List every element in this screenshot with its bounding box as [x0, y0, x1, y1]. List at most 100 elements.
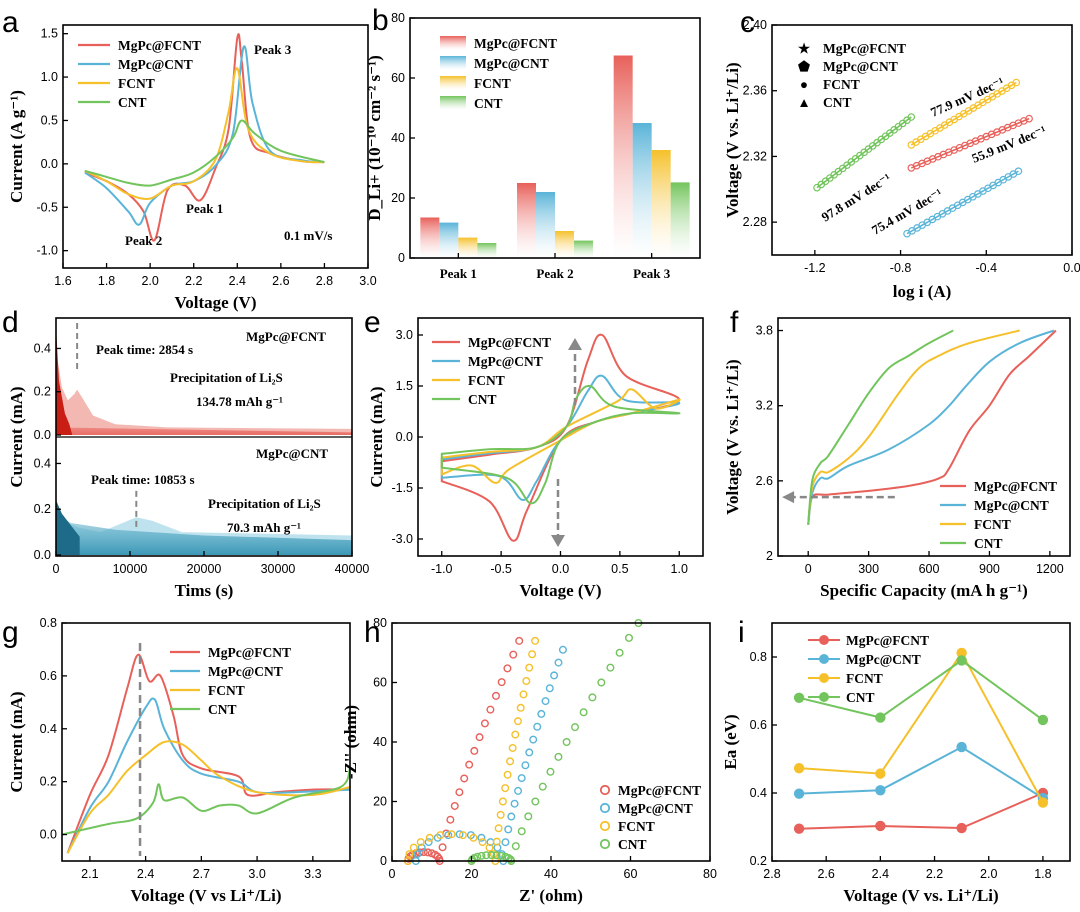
eis-point-FCNT — [416, 838, 425, 847]
x-axis-title: Voltage (V vs Li⁺/Li) — [130, 886, 281, 905]
y-tick-label: -0.5 — [36, 200, 58, 214]
panel-label: a — [2, 6, 19, 39]
bar-CNT-Peak 1 — [477, 243, 497, 258]
y-axis-title: Voltage (V vs. Li⁺/Li) — [723, 359, 742, 514]
baseline-area-top — [56, 427, 352, 435]
x-tick-label: Peak 1 — [440, 266, 477, 281]
x-tick-label: 600 — [919, 562, 940, 576]
bar-MgPc@CNT-Peak 1 — [439, 222, 459, 258]
eis-point-FCNT — [469, 833, 478, 842]
charge-curve-CNT — [807, 329, 954, 525]
x-tick-label: 0.5 — [611, 562, 628, 576]
legend-entry: MgPc@CNT — [118, 57, 193, 72]
eis-point-MgPc@FCNT — [460, 774, 469, 783]
legend-swatch — [440, 36, 466, 50]
eis-point-CNT — [517, 827, 526, 836]
x-tick-label: 0.0 — [1063, 261, 1080, 275]
eis-point-FCNT — [436, 831, 445, 840]
plot-frame — [391, 622, 711, 862]
y-tick-label: 1.0 — [41, 70, 58, 84]
legend-entry: MgPc@FCNT — [974, 479, 1057, 494]
eis-point-MgPc@CNT — [521, 761, 530, 770]
eis-point-CNT — [477, 851, 486, 860]
eis-point-MgPc@CNT — [455, 830, 464, 839]
legend-entry: MgPc@CNT — [468, 354, 543, 369]
lsv-curve-CNT — [61, 767, 351, 836]
y-tick-label: 0.2 — [750, 854, 767, 868]
eis-point-CNT — [497, 851, 506, 860]
y-tick-label: 3.8 — [756, 324, 773, 338]
plot-frame — [62, 24, 369, 269]
x-tick-label: 3.0 — [248, 867, 265, 881]
legend-marker — [819, 635, 829, 645]
ea-point-MgPc@CNT — [793, 788, 805, 799]
x-axis-title: Voltage (V) — [175, 293, 257, 312]
bar-MgPc@FCNT-Peak 2 — [517, 183, 536, 258]
ea-point-MgPc@FCNT — [956, 822, 967, 834]
bar-FCNT-Peak 1 — [458, 237, 478, 258]
legend-entry: FCNT — [474, 76, 511, 91]
y-tick-label: 0.4 — [750, 786, 767, 800]
legend-entry: MgPc@CNT — [823, 59, 898, 74]
y-tick-label: 0.6 — [750, 718, 767, 732]
legend-entry: FCNT — [618, 819, 655, 834]
eis-point-MgPc@CNT — [507, 812, 516, 821]
eis-point-MgPc@CNT — [514, 786, 523, 795]
x-tick-label: 2.0 — [980, 867, 997, 881]
x-tick-label: -0.5 — [490, 562, 512, 576]
eis-point-MgPc@CNT — [525, 748, 534, 757]
cv-curve-FCNT — [440, 388, 681, 484]
lsv-curve-MgPc@CNT — [66, 697, 351, 854]
x-axis-title: log i (A) — [893, 282, 952, 301]
eis-point-CNT — [606, 663, 615, 672]
lsv-curve-FCNT — [66, 740, 351, 854]
x-tick-label: 2.1 — [81, 867, 98, 881]
eis-point-MgPc@CNT — [533, 722, 542, 731]
legend-marker — [819, 654, 829, 664]
y-tick-label: -3.0 — [391, 532, 413, 546]
eis-point-MgPc@CNT — [417, 843, 426, 852]
eis-point-MgPc@FCNT — [455, 788, 464, 797]
panel-label: e — [364, 306, 381, 339]
x-tick-label: 2.4 — [229, 274, 246, 288]
legend-entry: MgPc@FCNT — [208, 645, 291, 660]
eis-point-CNT — [524, 812, 533, 821]
y-tick-label: -1.0 — [36, 244, 58, 258]
x-tick-label: 2.7 — [193, 867, 210, 881]
eis-point-MgPc@FCNT — [438, 843, 447, 852]
y-tick-label: 2 — [766, 549, 773, 563]
x-tick-label: 2.4 — [872, 867, 889, 881]
annotation: Peak 1 — [186, 201, 223, 216]
eis-point-MgPc@CNT — [554, 658, 563, 667]
eis-point-MgPc@CNT — [510, 799, 519, 808]
legend-entry: MgPc@FCNT — [846, 633, 929, 648]
eis-point-CNT — [554, 752, 563, 761]
y-tick-label: 80 — [373, 616, 387, 630]
x-tick-label: 900 — [979, 562, 1000, 576]
panel-label: c — [740, 6, 755, 39]
eis-point-FCNT — [516, 703, 525, 712]
eis-point-FCNT — [528, 650, 537, 659]
bar-MgPc@CNT-Peak 3 — [632, 123, 652, 258]
eis-point-FCNT — [498, 797, 507, 806]
peak-time-label: Peak time: 2854 s — [96, 342, 193, 357]
eis-point-CNT — [579, 708, 588, 717]
y-tick-label: 2.36 — [743, 84, 767, 98]
eis-point-MgPc@CNT — [541, 697, 550, 706]
x-tick-label: 1.6 — [54, 274, 71, 288]
plot-frame — [417, 317, 704, 557]
capacity-label: 70.3 mAh g⁻¹ — [227, 520, 301, 535]
legend-entry: MgPc@FCNT — [118, 38, 201, 53]
eis-point-CNT — [538, 782, 547, 791]
eis-point-MgPc@CNT — [529, 735, 538, 744]
ea-point-CNT — [875, 712, 886, 723]
x-tick-label: 60 — [624, 867, 638, 881]
x-tick-label: 2.8 — [316, 274, 333, 288]
ea-point-FCNT — [875, 768, 886, 779]
eis-point-MgPc@CNT — [424, 838, 433, 847]
nucleation-area-top — [56, 326, 73, 435]
y-axis-title: Current (A g⁻¹) — [7, 90, 26, 203]
eis-point-FCNT — [511, 730, 520, 739]
legend-entry: MgPc@CNT — [846, 652, 921, 667]
x-axis-title: Tims (s) — [175, 581, 234, 600]
